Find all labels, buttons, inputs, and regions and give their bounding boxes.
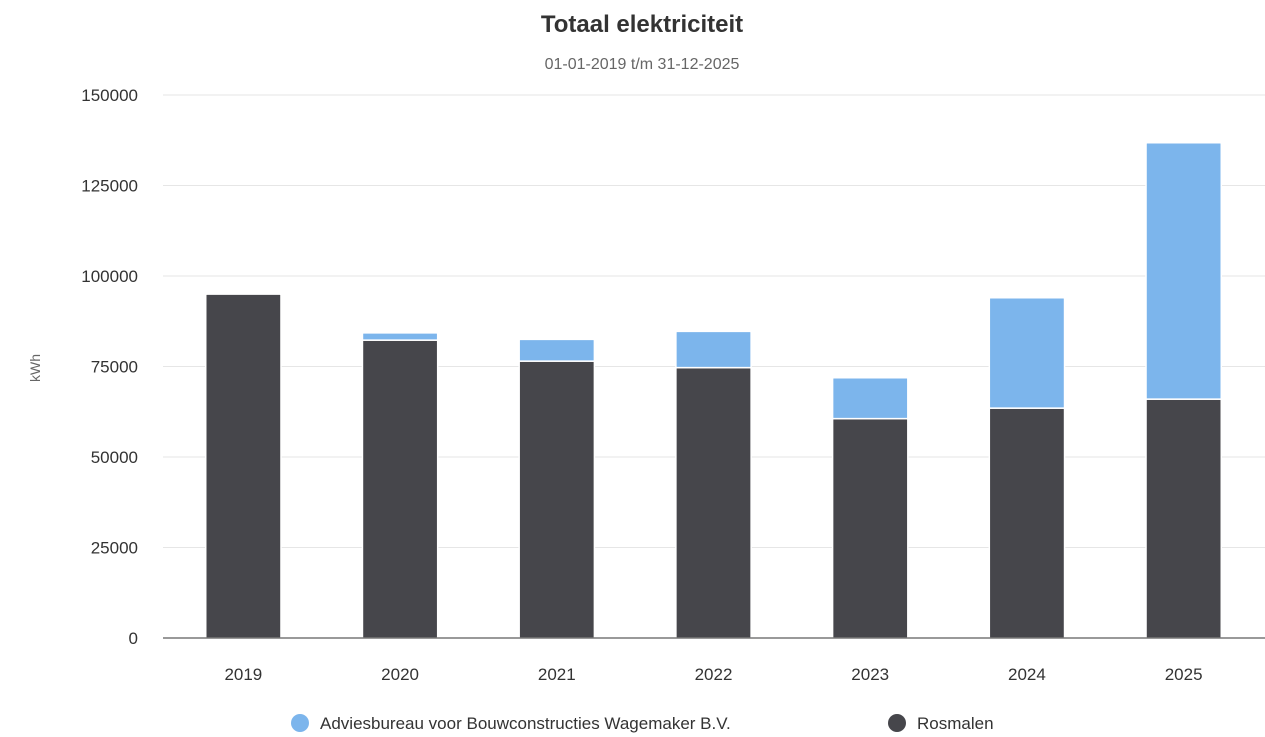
y-tick-label: 50000: [91, 448, 138, 467]
bar-adviesbureau-2025: [1145, 142, 1223, 400]
bar-adviesbureau-2021: [518, 338, 596, 362]
y-tick-label: 100000: [81, 267, 138, 286]
legend-item[interactable]: Rosmalen: [888, 714, 994, 733]
x-tick-label: 2021: [538, 665, 576, 684]
bar-adviesbureau-2022: [675, 330, 752, 369]
x-tick-label: 2024: [1008, 665, 1046, 684]
bar-adviesbureau-2024: [988, 296, 1066, 409]
bar-rosmalen-2020: [361, 339, 439, 639]
bar-rosmalen-2025: [1145, 398, 1223, 639]
chart-subtitle: 01-01-2019 t/m 31-12-2025: [545, 56, 740, 73]
y-tick-label: 0: [129, 629, 138, 648]
legend-marker: [291, 714, 309, 732]
legend-item[interactable]: Adviesbureau voor Bouwconstructies Wagem…: [291, 714, 731, 733]
bar-rosmalen-2022: [675, 366, 752, 639]
chart-title: Totaal elektriciteit: [541, 11, 743, 38]
x-tick-label: 2025: [1165, 665, 1203, 684]
x-tick-label: 2019: [224, 665, 262, 684]
y-tick-label: 75000: [91, 358, 138, 377]
bar-rosmalen-2024: [988, 407, 1066, 639]
x-tick-label: 2022: [695, 665, 733, 684]
x-axis-ticks: 2019 2020 2021 2022 2023 2024 2025: [224, 665, 1202, 684]
bar-rosmalen-2023: [831, 417, 909, 639]
y-tick-label: 150000: [81, 86, 138, 105]
legend-marker: [888, 714, 906, 732]
legend: Adviesbureau voor Bouwconstructies Wagem…: [291, 714, 994, 733]
y-axis-ticks: 0 25000 50000 75000 100000 125000 150000: [81, 86, 138, 648]
bar-adviesbureau-2020: [361, 332, 439, 341]
bar-rosmalen-2019: [204, 293, 282, 639]
legend-label: Adviesbureau voor Bouwconstructies Wagem…: [320, 714, 731, 733]
bars: [204, 142, 1223, 639]
x-tick-label: 2020: [381, 665, 419, 684]
legend-label: Rosmalen: [917, 714, 994, 733]
x-tick-label: 2023: [851, 665, 889, 684]
bar-rosmalen-2021: [518, 360, 596, 639]
y-tick-label: 125000: [81, 177, 138, 196]
y-tick-label: 25000: [91, 539, 138, 558]
bar-adviesbureau-2023: [831, 376, 909, 420]
y-axis-title: kWh: [27, 354, 43, 382]
